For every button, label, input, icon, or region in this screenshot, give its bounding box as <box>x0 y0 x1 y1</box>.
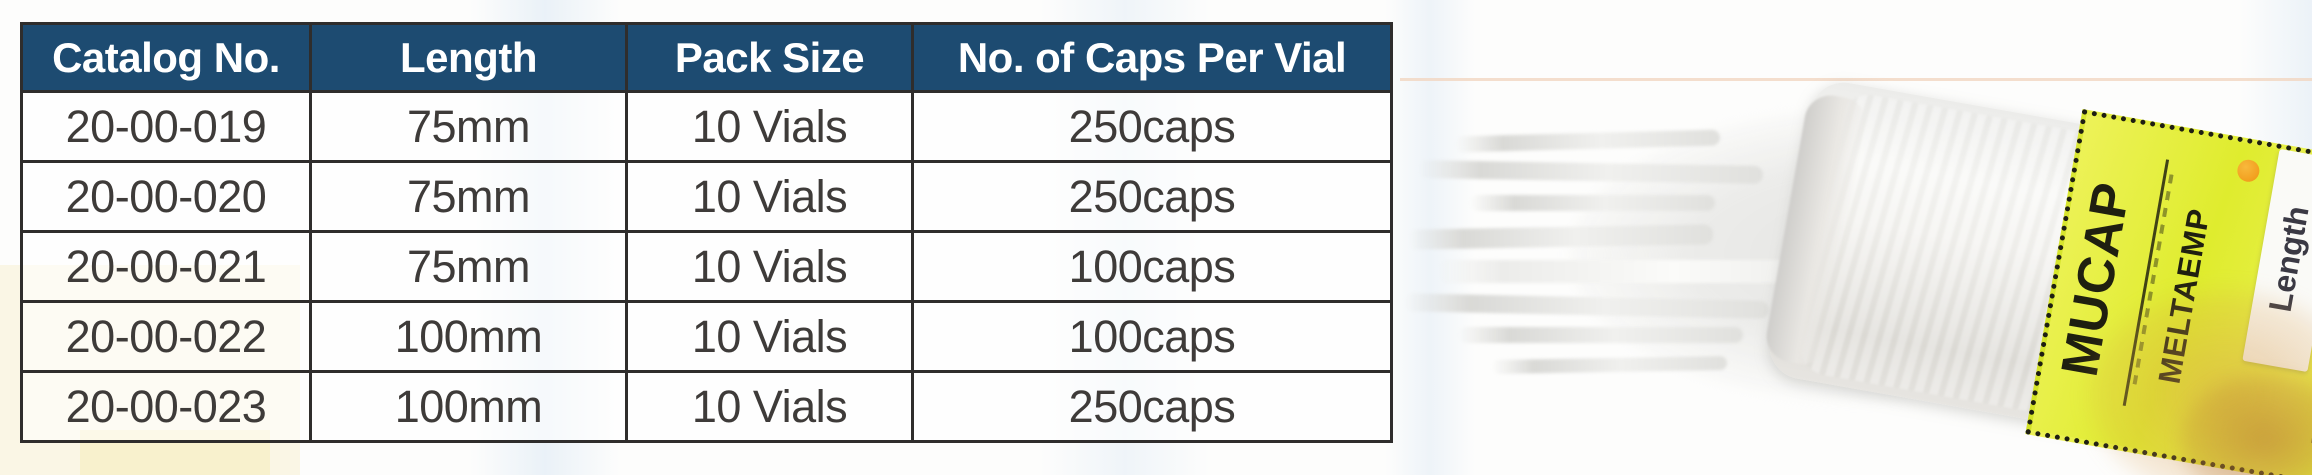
cell-caps-per-vial: 100caps <box>911 230 1393 303</box>
table-header-row: Catalog No. Length Pack Size No. of Caps… <box>20 22 1393 93</box>
capillary-tube <box>1438 260 1868 283</box>
header-length: Length <box>309 22 628 93</box>
cell-pack-size: 10 Vials <box>625 370 914 443</box>
header-catalog-no: Catalog No. <box>20 22 312 93</box>
table-row: 20-00-023 100mm 10 Vials 250caps <box>20 370 1393 443</box>
cell-catalog-no: 20-00-019 <box>20 90 312 163</box>
cell-pack-size: 10 Vials <box>625 230 914 303</box>
cell-catalog-no: 20-00-020 <box>20 160 312 233</box>
cell-pack-size: 10 Vials <box>625 300 914 373</box>
capillary-tube <box>1470 195 1715 211</box>
table-row: 20-00-022 100mm 10 Vials 100caps <box>20 300 1393 373</box>
cell-caps-per-vial: 250caps <box>911 90 1393 163</box>
product-table: Catalog No. Length Pack Size No. of Caps… <box>20 22 1393 443</box>
cell-pack-size: 10 Vials <box>625 90 914 163</box>
table-row: 20-00-021 75mm 10 Vials 100caps <box>20 230 1393 303</box>
cell-caps-per-vial: 250caps <box>911 370 1393 443</box>
header-caps-per-vial: No. of Caps Per Vial <box>911 22 1393 93</box>
cell-caps-per-vial: 100caps <box>911 300 1393 373</box>
orange-dot-icon <box>2235 158 2262 184</box>
cell-length: 75mm <box>309 230 628 303</box>
cell-catalog-no: 20-00-023 <box>20 370 312 443</box>
cell-caps-per-vial: 250caps <box>911 160 1393 233</box>
cell-catalog-no: 20-00-022 <box>20 300 312 373</box>
cell-length: 75mm <box>309 90 628 163</box>
product-photo: MUCAP MELTAEMP Length <box>1400 55 2312 475</box>
photo-edge-line <box>1400 78 2312 81</box>
cell-length: 75mm <box>309 160 628 233</box>
cell-catalog-no: 20-00-021 <box>20 230 312 303</box>
table-row: 20-00-019 75mm 10 Vials 250caps <box>20 90 1393 163</box>
cell-pack-size: 10 Vials <box>625 160 914 233</box>
table-row: 20-00-020 75mm 10 Vials 250caps <box>20 160 1393 233</box>
cell-length: 100mm <box>309 300 628 373</box>
header-pack-size: Pack Size <box>625 22 914 93</box>
cell-length: 100mm <box>309 370 628 443</box>
capillary-tube <box>1458 327 1743 343</box>
